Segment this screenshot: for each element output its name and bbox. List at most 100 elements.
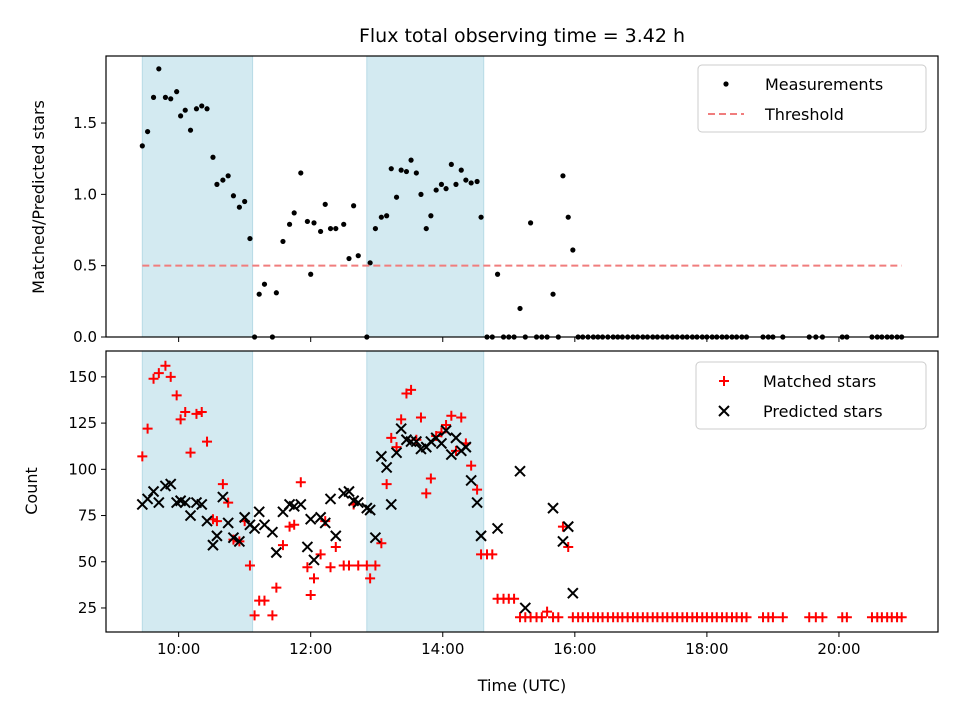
- data-point: [433, 187, 439, 193]
- data-point: [145, 128, 151, 135]
- data-point: [562, 520, 574, 533]
- data-point: [351, 203, 357, 209]
- data-point: [494, 271, 501, 277]
- data-point: [277, 540, 288, 551]
- data-point: [201, 515, 213, 527]
- bottom-panel: 25 50 75 100 125 150 10:00 12:00 14:00 16:00 18:00…: [22, 350, 939, 658]
- data-point: [238, 511, 251, 524]
- data-point: [391, 442, 402, 453]
- bottom-axes-frame: [105, 350, 939, 633]
- data-point: [207, 539, 219, 551]
- data-point: [372, 225, 379, 232]
- data-point: [178, 113, 184, 119]
- data-point: [474, 178, 480, 185]
- data-point: [196, 407, 207, 418]
- data-point: [466, 460, 477, 471]
- data-point: [302, 562, 313, 573]
- data-point: [168, 96, 174, 102]
- data-point: [460, 441, 472, 453]
- data-point: [217, 491, 229, 503]
- data-point: [398, 167, 404, 173]
- data-point: [527, 220, 534, 226]
- data-point: [261, 281, 268, 287]
- bottom-y-tick-label: 125: [68, 414, 97, 432]
- data-point: [386, 432, 397, 443]
- data-point: [318, 228, 324, 235]
- data-point: [408, 157, 414, 163]
- data-point: [153, 496, 165, 509]
- top-panel: 0.0 0.5 1.0 1.5 Matched/Predicted stars Measu…: [29, 55, 939, 346]
- data-point: [563, 541, 574, 552]
- data-point: [557, 521, 568, 532]
- data-point: [361, 560, 372, 571]
- data-point: [364, 504, 376, 516]
- data-point: [327, 225, 334, 232]
- data-point: [211, 516, 222, 527]
- data-point: [570, 247, 576, 253]
- data-point: [165, 478, 177, 490]
- top-shaded-interval: [141, 55, 254, 338]
- data-point: [308, 554, 320, 566]
- data-point: [196, 498, 208, 511]
- data-point: [298, 170, 304, 176]
- legend-label: Predicted stars: [763, 402, 883, 421]
- data-point: [180, 407, 191, 418]
- data-point: [418, 191, 424, 197]
- data-point: [267, 610, 278, 621]
- data-point: [230, 193, 237, 199]
- data-point: [187, 127, 194, 133]
- data-point: [242, 198, 248, 205]
- data-point: [286, 221, 293, 227]
- data-point: [472, 484, 483, 495]
- data-point: [375, 450, 388, 463]
- data-point: [330, 530, 342, 542]
- data-point: [142, 423, 153, 434]
- x-tick-label: 14:00: [421, 640, 464, 658]
- data-point: [233, 535, 246, 548]
- bottom-shaded-interval: [141, 350, 254, 633]
- data-point: [253, 506, 265, 518]
- bottom-y-tick-label: 75: [78, 507, 97, 525]
- data-point: [223, 497, 234, 508]
- data-point: [453, 181, 459, 187]
- data-point: [308, 271, 314, 277]
- data-point: [376, 538, 387, 549]
- data-point: [352, 496, 364, 509]
- data-point: [560, 173, 566, 179]
- data-point: [315, 549, 326, 560]
- legend-x-marker: [718, 405, 730, 417]
- data-point: [322, 201, 328, 207]
- data-point: [153, 368, 164, 379]
- data-point: [423, 225, 429, 232]
- data-point: [415, 412, 426, 423]
- data-point: [204, 106, 210, 112]
- data-point: [388, 166, 394, 172]
- data-point: [211, 530, 223, 542]
- data-point: [450, 432, 462, 444]
- legend-box: [695, 361, 927, 430]
- data-point: [517, 305, 523, 312]
- data-point: [441, 419, 452, 430]
- top-y-tick-label: 0.0: [73, 328, 97, 346]
- data-point: [458, 167, 464, 173]
- data-point: [390, 446, 403, 459]
- data-point: [266, 526, 279, 538]
- data-point: [199, 103, 205, 109]
- data-point: [547, 502, 559, 514]
- data-point: [162, 94, 169, 100]
- data-point: [184, 509, 197, 522]
- data-point: [325, 562, 336, 573]
- top-axes-frame: [105, 55, 939, 338]
- data-point: [191, 408, 202, 419]
- top-y-axis-label: Matched/Predicted stars: [29, 100, 48, 294]
- data-point: [271, 582, 282, 593]
- data-point: [341, 221, 347, 227]
- data-point: [841, 612, 852, 623]
- legend-label: Measurements: [765, 75, 883, 94]
- data-point: [438, 181, 445, 187]
- data-point: [425, 435, 437, 448]
- data-point: [156, 66, 162, 72]
- data-point: [225, 173, 231, 179]
- legend-label: Matched stars: [763, 372, 876, 391]
- x-tick-label: 20:00: [817, 640, 860, 658]
